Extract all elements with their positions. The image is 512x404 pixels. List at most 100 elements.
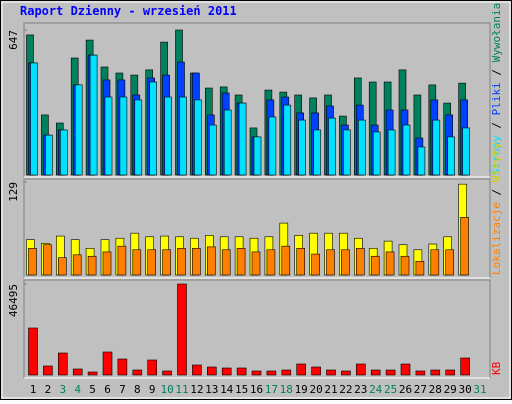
bar [355,248,365,276]
plot-area [23,279,491,379]
x-tick-label: 7 [119,383,126,396]
bar [387,129,396,176]
bar [326,249,335,276]
bar [207,366,217,376]
x-tick-label: 30 [458,383,471,396]
bar [281,369,292,376]
bar [223,109,232,176]
x-tick-label: 17 [265,383,278,396]
x-tick-label: 3 [59,383,66,396]
bar [415,261,425,276]
y-tick-label: 647 [7,30,20,50]
bar [221,367,232,376]
x-tick-label: 21 [324,383,337,396]
bar [194,99,202,176]
legend: Strony / Pliki / Wywołania [490,3,503,175]
x-tick-label: 4 [74,383,81,396]
legend-entry: KB [490,361,503,375]
bar [147,249,156,276]
bar [87,371,98,376]
bar [385,251,395,276]
bar [30,62,38,176]
bar [236,248,246,276]
bar [355,363,366,376]
x-tick-label: 10 [160,383,173,396]
x-tick-label: 31 [473,383,486,396]
bar [102,251,112,276]
x-tick-label: 24 [369,383,383,396]
bar [432,119,441,176]
bar [460,357,470,376]
bar [147,359,157,376]
bar [296,363,307,376]
bar [328,117,336,176]
bar [357,119,366,176]
bar [296,248,306,276]
bar [119,96,128,176]
x-tick-label: 2 [45,383,52,396]
legend-separator: / [490,62,503,82]
bar [57,352,68,376]
bar [415,370,426,376]
y-tick-label: 129 [7,182,20,202]
bar [251,370,262,376]
bar [283,104,292,176]
bar [164,96,172,176]
bar [462,127,470,176]
y-tick-label: 46495 [7,284,20,317]
bar [311,253,320,276]
bar [238,102,247,176]
bar [43,244,52,276]
bar [430,369,441,376]
bar [385,369,396,376]
bar [207,246,216,276]
bar [59,129,68,176]
bar [102,351,113,376]
bar [149,81,157,176]
bar [162,249,171,276]
bar [209,124,217,176]
bar [132,369,143,376]
bar [311,366,321,376]
bar [298,119,307,176]
legend-entry: Pliki [490,82,503,115]
bar [28,327,38,376]
bar [370,255,380,276]
x-tick-label: 9 [149,383,156,396]
bar [266,370,277,376]
bar [104,96,113,176]
legend-entry: Wizyty [490,142,503,182]
bar [117,358,128,376]
bar [266,249,276,276]
x-tick-label: 20 [309,383,322,396]
legend-entry: Lokalizacje [490,202,503,275]
bar [236,367,247,376]
legend: Lokalizacje / Wizyty [490,142,503,275]
bar [447,136,456,176]
x-tick-label: 25 [384,383,397,396]
bar [402,124,411,176]
x-tick-label: 8 [134,383,141,396]
bar [341,370,351,376]
bar [251,251,261,276]
x-tick-label: 5 [89,383,96,396]
bar [57,257,67,276]
title: Raport Dzienny - wrzesień 2011 [20,4,237,18]
bar [45,134,53,176]
x-tick-label: 12 [190,383,203,396]
bar [162,370,172,376]
bar [370,369,381,376]
bar [28,248,37,276]
bar [400,363,411,376]
legend-separator: / [490,182,503,202]
bar [430,249,440,276]
x-tick-label: 15 [235,383,248,396]
bar [132,249,142,276]
bar [72,254,82,276]
x-tick-label: 18 [280,383,293,396]
bar [445,369,456,376]
bar [341,249,350,276]
bar [372,131,381,176]
x-tick-label: 1 [30,383,37,396]
